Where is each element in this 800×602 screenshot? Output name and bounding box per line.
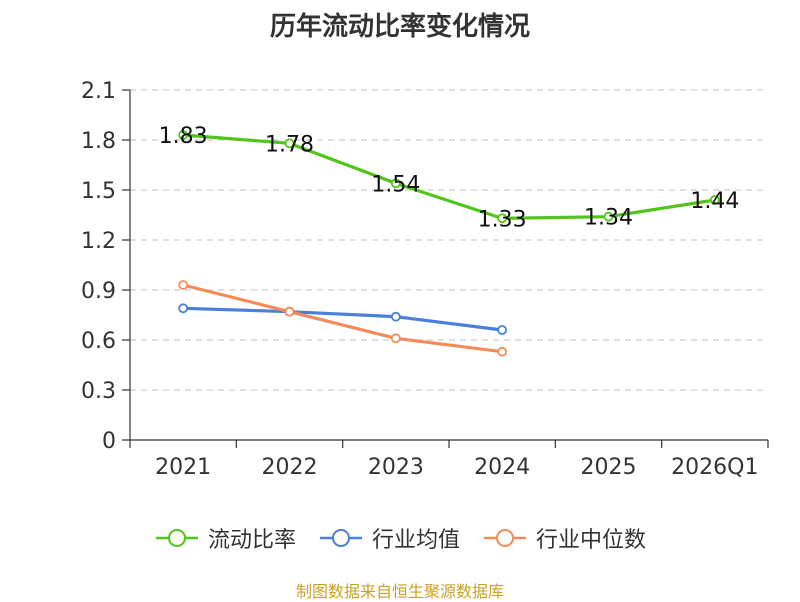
- data-label: 1.78: [265, 132, 314, 157]
- series-current-ratio-line: [183, 133, 716, 220]
- legend-item-current-ratio[interactable]: 流动比率: [154, 522, 296, 554]
- y-tick-label: 0: [102, 429, 116, 454]
- data-label: 1.44: [690, 189, 739, 214]
- series-industry-average-point[interactable]: [178, 303, 189, 314]
- legend-swatch-average: [319, 529, 362, 547]
- y-tick-label: 0.9: [81, 279, 116, 304]
- series-industry-median-point[interactable]: [284, 306, 295, 317]
- series-current-ratio-point[interactable]: [603, 211, 614, 222]
- y-tick-label: 1.5: [81, 179, 116, 204]
- series-industry-median-point[interactable]: [390, 333, 401, 344]
- y-tick-label: 1.8: [81, 129, 116, 154]
- series-industry-average-point[interactable]: [497, 325, 508, 335]
- data-label: 1.33: [478, 207, 527, 232]
- x-tick-label: 2023: [368, 455, 424, 480]
- legend-swatch-current: [155, 529, 198, 547]
- series-industry-average-line: [183, 306, 503, 332]
- series-current-ratio-point[interactable]: [284, 138, 295, 149]
- series-current-ratio-point[interactable]: [178, 130, 189, 140]
- series-industry-median-point[interactable]: [178, 280, 189, 290]
- axes: 0 0.3 0.6 0.9 1.2 1.5 1.8 2.1 2021 2022 2023 2024 20…: [81, 79, 769, 480]
- data-label: 1.83: [159, 124, 208, 149]
- y-tick-label: 0.3: [81, 379, 116, 404]
- y-tick-label: 2.1: [81, 79, 116, 104]
- series-current-ratio-point[interactable]: [497, 213, 508, 224]
- y-tick-label: 0.6: [81, 329, 116, 354]
- series-industry-average-point[interactable]: [390, 311, 401, 322]
- data-labels: 1.83 1.78 1.54 1.33 1.34 1.44: [159, 124, 740, 232]
- series-industry-median-line: [182, 283, 503, 354]
- legend-item-industry-median[interactable]: 行业中位数: [482, 522, 646, 554]
- source-note: 制图数据来自恒生聚源数据库: [295, 582, 504, 601]
- x-tick-label: 2021: [155, 455, 211, 480]
- x-tick-label: 2026Q1: [671, 455, 758, 480]
- series-current-ratio-point[interactable]: [390, 178, 401, 189]
- legend: 流动比率 行业均值 行业中位数: [0, 518, 800, 558]
- series-lines: [178, 130, 720, 357]
- series-industry-median-point[interactable]: [497, 346, 508, 357]
- legend-label-industry-average: 行业均值: [371, 528, 460, 553]
- legend-label-industry-median: 行业中位数: [536, 528, 647, 553]
- x-tick-label: 2025: [581, 455, 637, 480]
- series-current-ratio-point[interactable]: [709, 195, 720, 205]
- legend-item-industry-average[interactable]: 行业均值: [318, 522, 460, 554]
- data-label: 1.54: [371, 172, 420, 197]
- line-chart: 0 0.3 0.6 0.9 1.2 1.5 1.8 2.1 2021 2022 2023 2024 20…: [81, 79, 769, 480]
- legend-swatch-median: [484, 529, 526, 547]
- x-tick-label: 2022: [262, 455, 318, 480]
- legend-label-current-ratio: 流动比率: [207, 528, 296, 553]
- data-label: 1.34: [584, 206, 633, 231]
- x-tick-label: 2024: [474, 455, 530, 480]
- chart-title: 历年流动比率变化情况: [269, 12, 530, 42]
- grid-lines: [130, 89, 768, 391]
- y-tick-label: 1.2: [81, 229, 116, 254]
